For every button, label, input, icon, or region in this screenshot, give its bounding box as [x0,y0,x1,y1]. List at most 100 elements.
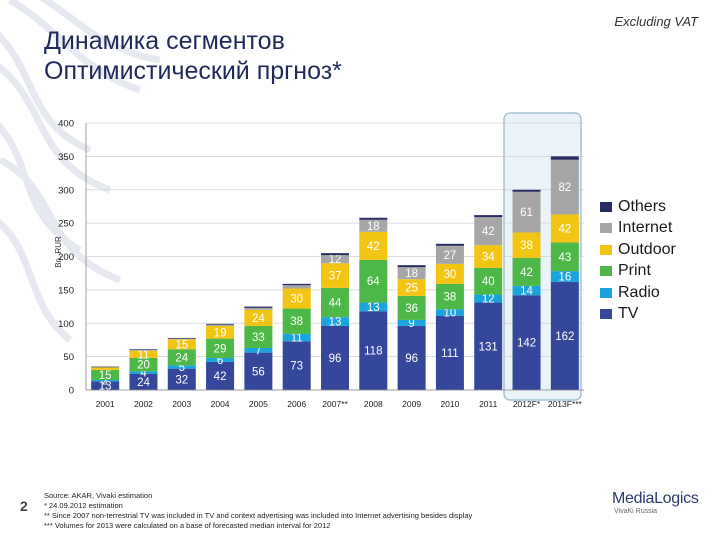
bar-segment-others-1 [91,366,120,368]
bar-segment-others-4 [206,323,235,325]
data-label: 13 [367,302,380,314]
bar-segment-tv-7 [321,325,349,390]
x-tick-label: 2001 [96,399,115,409]
bar-segment-radio-8 [359,302,388,312]
bar-segment-radio-11 [474,294,503,303]
bar-segment-radio-4 [206,357,235,362]
data-label: 24 [175,352,188,364]
bar-segment-others-8 [359,217,388,220]
data-label: 11 [137,349,149,361]
bar-segment-outdoor-9 [397,279,426,296]
bar-segment-tv-12 [512,295,541,390]
legend-item-radio: Radio [600,282,676,304]
bar-segment-internet-7 [321,255,349,264]
bar-segment-radio-1 [91,379,120,382]
bar-segment-internet-5 [244,307,273,310]
y-tick-label: 50 [63,352,74,363]
bar-segment-print-13 [550,242,579,272]
bar-segment-print-2 [129,357,158,372]
bar-segment-outdoor-8 [359,231,388,260]
bar-segment-others-13 [550,156,579,160]
bar-segment-radio-12 [512,285,541,296]
bar-segment-internet-9 [397,267,426,280]
bar-segment-tv-5 [244,352,273,390]
data-label: 118 [364,346,382,358]
x-tick-label: 2004 [211,399,230,409]
bar-segment-internet-12 [512,191,541,233]
bar-segment-outdoor-10 [435,263,464,284]
bar-segment-outdoor-1 [91,367,120,370]
data-label: 42 [214,371,227,383]
bar-segment-tv-8 [359,311,388,390]
bar-segment-others-11 [474,215,503,218]
legend-item-internet: Internet [600,218,676,240]
bar-segment-tv-13 [550,281,579,390]
bar-segment-tv-4 [206,361,235,390]
vat-note: Excluding VAT [614,14,698,29]
bar-segment-radio-6 [282,333,311,342]
bar-segment-internet-13 [550,159,579,215]
legend-label: Outdoor [618,240,676,258]
bar-segment-outdoor-3 [167,339,196,350]
title-line-1: Динамика сегментов [44,27,285,55]
footnotes: Source: AKAR, Vivaki estimation * 24.09.… [44,491,472,531]
data-label: 2 [102,376,108,388]
bar-segment-tv-3 [167,368,196,390]
legend-item-print: Print [600,261,676,283]
footnote-1: * 24.09.2012 estimation [44,501,123,510]
bar-segment-outdoor-5 [244,309,273,326]
data-label: 20 [137,360,150,372]
y-tick-label: 200 [58,252,74,263]
bar-segment-print-6 [282,308,311,334]
data-label: 162 [555,331,574,343]
data-label: 18 [405,268,418,280]
logo-sub-text: VivaKi Russia [614,508,658,515]
data-label: 43 [558,252,571,264]
bar-segment-others-10 [435,243,464,246]
data-label: 96 [405,353,418,365]
data-label: 34 [482,252,495,264]
data-label: 27 [444,250,457,262]
data-label: 42 [482,226,495,238]
x-tick-label: 2009 [402,399,421,409]
bar-segment-radio-9 [397,319,426,326]
legend-item-others: Others [600,196,676,218]
data-label: 4 [140,368,147,380]
data-label: 7 [255,345,261,357]
legend-label: TV [618,305,639,323]
slide-title: Динамика сегментов Оптимистический пргно… [44,26,342,86]
bar-segment-outdoor-11 [474,245,503,268]
chart-legend: Others Internet Outdoor Print Radio TV [600,196,676,325]
data-label: 5 [179,362,185,374]
y-tick-label: 250 [58,219,74,230]
bar-segment-internet-6 [282,285,311,289]
data-label: 42 [520,267,533,279]
bar-segment-print-5 [244,325,273,348]
x-tick-label: 2003 [172,399,191,409]
x-tick-label: 2005 [249,399,268,409]
bar-segment-print-12 [512,257,541,286]
data-label: 64 [367,276,380,288]
data-label: 12 [482,294,495,306]
legend-label: Others [618,197,667,215]
bar-segment-internet-2 [129,349,158,351]
data-label: 12 [329,254,342,266]
bar-segment-internet-8 [359,219,388,232]
x-tick-label: 2010 [440,399,459,409]
data-label: 44 [329,298,342,310]
bar-segment-tv-6 [282,341,311,390]
footnote-2: ** Since 2007 non-terrestrial TV was inc… [44,511,473,520]
x-tick-label: 2012F* [513,399,541,409]
bar-segment-outdoor-12 [512,232,541,258]
data-label: 11 [291,333,303,345]
data-label: 38 [520,240,533,252]
data-label: 30 [444,269,457,281]
bar-segment-outdoor-2 [129,350,158,358]
data-label: 29 [214,343,227,355]
x-tick-label: 2011 [479,399,498,409]
data-label: 19 [214,327,227,339]
title-line-2: Оптимистический пргноз* [44,57,342,85]
y-tick-label: 150 [58,285,74,296]
x-tick-label: 2007** [322,399,348,409]
